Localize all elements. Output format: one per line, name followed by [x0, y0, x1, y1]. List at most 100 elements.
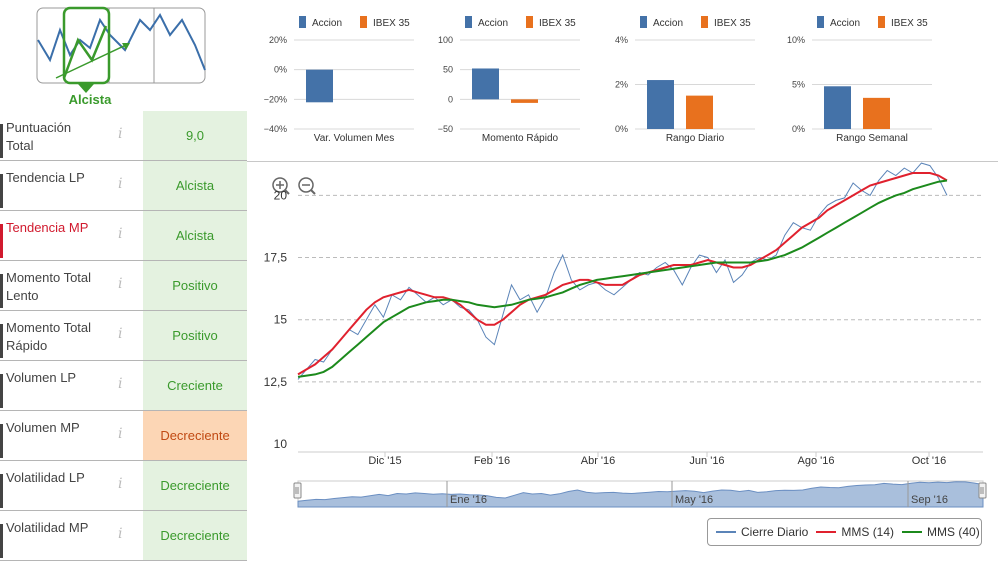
- bar-accion: [472, 68, 499, 100]
- trend-icon-highlight: [62, 6, 111, 85]
- signal-row[interactable]: Tendencia LP i Alcista: [0, 161, 247, 211]
- signal-label: Volumen MP: [6, 420, 80, 435]
- row-marker: [0, 374, 3, 408]
- signal-row[interactable]: Volatilidad MP i Decreciente: [0, 511, 247, 561]
- y-tick-label: 2%: [615, 80, 628, 90]
- signal-value: Creciente: [143, 361, 247, 410]
- y-tick-label: 0: [448, 94, 453, 104]
- zoom-out-icon[interactable]: [298, 177, 316, 195]
- info-icon[interactable]: i: [118, 176, 123, 192]
- signal-row[interactable]: Volumen MP i Decreciente: [0, 411, 247, 461]
- navigator-handle[interactable]: [978, 482, 987, 499]
- comparison-charts: Accion IBEX 35 20% 0% −20% −40% Var. Volumen M…: [264, 16, 932, 144]
- y-tick-label: 50: [443, 65, 453, 75]
- y-tick-label: 20%: [269, 35, 287, 45]
- y-tick-label: 20: [274, 188, 288, 202]
- signal-value: 9,0: [143, 111, 247, 160]
- legend-label: MMS (14): [841, 525, 895, 539]
- y-tick-label: −40%: [264, 124, 287, 134]
- x-tick-label: Oct '16: [912, 455, 947, 467]
- signal-label: Tendencia MP: [6, 220, 89, 235]
- zoom-in-icon[interactable]: [272, 177, 290, 195]
- navigator-handle[interactable]: [293, 482, 302, 499]
- trend-icon-highlight-line: [62, 25, 108, 79]
- signal-row[interactable]: Momento Total Rápido i Positivo: [0, 311, 247, 361]
- signal-label: Puntuación Total: [6, 120, 72, 153]
- signal-row[interactable]: Momento Total Lento i Positivo: [0, 261, 247, 311]
- bar-accion: [824, 86, 851, 129]
- y-tick-label: 15: [274, 313, 288, 327]
- info-icon[interactable]: i: [118, 526, 123, 542]
- legend-label-accion: Accion: [478, 18, 508, 29]
- legend-swatch-accion: [817, 16, 824, 28]
- signal-value: Alcista: [143, 211, 247, 260]
- signal-row[interactable]: Tendencia MP i Alcista: [0, 211, 247, 261]
- signal-value: Positivo: [143, 311, 247, 360]
- row-marker: [0, 524, 3, 558]
- legend-swatch-accion: [640, 16, 647, 28]
- legend-item-mms40[interactable]: MMS (40): [902, 525, 980, 539]
- series-line-mms40: [297, 179, 948, 378]
- legend-swatch-ibex: [360, 16, 367, 28]
- legend-swatch-ibex: [701, 16, 708, 28]
- signal-row[interactable]: Volumen LP i Creciente: [0, 361, 247, 411]
- x-tick-label: Ago '16: [798, 455, 835, 467]
- bar-accion: [647, 80, 674, 129]
- signal-label: Momento Total Rápido: [6, 320, 92, 353]
- x-tick-label: Feb '16: [474, 455, 510, 467]
- info-icon[interactable]: i: [118, 226, 123, 242]
- trend-pointer: [78, 84, 94, 93]
- navigator-label: Ene '16: [450, 494, 487, 506]
- info-icon[interactable]: i: [118, 426, 123, 442]
- mini-chart: Accion IBEX 35 20% 0% −20% −40% Var. Volumen M…: [264, 16, 414, 144]
- legend-label-ibex: IBEX 35: [539, 18, 576, 29]
- bar-ibex: [863, 97, 890, 129]
- info-icon[interactable]: i: [118, 376, 123, 392]
- y-tick-label: 100: [438, 35, 453, 45]
- y-tick-label: 5%: [792, 80, 805, 90]
- mini-chart: Accion IBEX 35 100 50 0 −50 Momento Rápido: [438, 16, 580, 144]
- legend-swatch: [902, 531, 923, 533]
- x-tick-label: Abr '16: [581, 455, 616, 467]
- legend-swatch-ibex: [878, 16, 885, 28]
- y-tick-label: 0%: [615, 124, 628, 134]
- mini-chart-title: Var. Volumen Mes: [314, 133, 394, 144]
- section-divider: [247, 161, 998, 162]
- row-marker: [0, 424, 3, 458]
- trend-label: Alcista: [68, 92, 112, 107]
- signal-value: Decreciente: [143, 511, 247, 560]
- signal-value: Decreciente: [143, 411, 247, 460]
- info-icon[interactable]: i: [118, 126, 123, 142]
- trend-arrow-head: [122, 43, 130, 50]
- signal-row[interactable]: Volatilidad LP i Decreciente: [0, 461, 247, 511]
- mini-chart-title: Rango Diario: [666, 133, 725, 144]
- navigator-label: Sep '16: [911, 494, 948, 506]
- mini-chart-title: Momento Rápido: [482, 133, 559, 144]
- signal-label: Volatilidad MP: [6, 520, 89, 535]
- legend-item-close[interactable]: Cierre Diario: [716, 525, 808, 539]
- trend-chart-icon: [36, 6, 206, 93]
- legend-swatch-accion: [465, 16, 472, 28]
- legend-item-mms14[interactable]: MMS (14): [816, 525, 894, 539]
- y-tick-label: −20%: [264, 94, 287, 104]
- info-icon[interactable]: i: [118, 476, 123, 492]
- series-line-mms14: [297, 172, 948, 376]
- legend-label-accion: Accion: [830, 18, 860, 29]
- y-tick-label: 17,5: [264, 251, 288, 265]
- legend-label: MMS (40): [927, 525, 980, 539]
- y-tick-label: 0%: [274, 65, 287, 75]
- legend-label-ibex: IBEX 35: [891, 18, 928, 29]
- bar-ibex: [686, 95, 713, 129]
- bar-ibex: [511, 99, 538, 103]
- signals-panel: Alcista Puntuación Total i 9,0 Tendencia LP…: [0, 0, 247, 561]
- y-tick-label: −50: [438, 124, 453, 134]
- info-icon[interactable]: i: [118, 276, 123, 292]
- y-tick-label: 0%: [792, 124, 805, 134]
- y-tick-label: 4%: [615, 35, 628, 45]
- row-marker: [0, 224, 3, 258]
- signal-row[interactable]: Puntuación Total i 9,0: [0, 111, 247, 161]
- mini-chart-title: Rango Semanal: [836, 133, 908, 144]
- legend-label-accion: Accion: [653, 18, 683, 29]
- row-marker: [0, 124, 3, 158]
- info-icon[interactable]: i: [118, 326, 123, 342]
